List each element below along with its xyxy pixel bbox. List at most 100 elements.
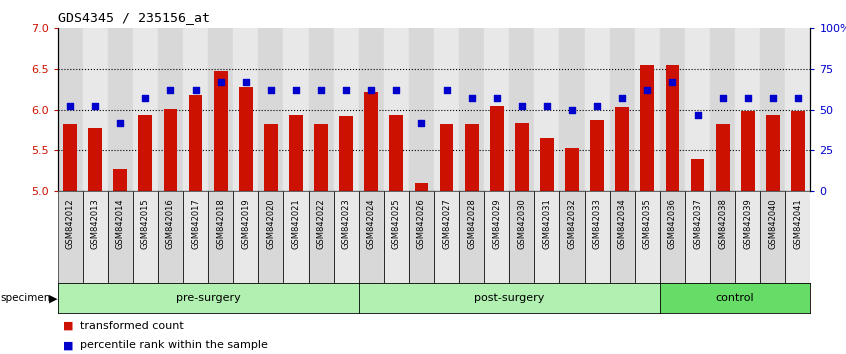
Bar xyxy=(258,191,283,283)
Bar xyxy=(365,92,378,191)
Bar xyxy=(509,28,535,191)
Bar xyxy=(459,191,484,283)
Text: GSM842013: GSM842013 xyxy=(91,199,100,249)
Bar xyxy=(233,28,258,191)
Point xyxy=(339,87,353,93)
Bar xyxy=(158,28,183,191)
Point xyxy=(88,104,102,109)
Text: GSM842017: GSM842017 xyxy=(191,199,200,249)
Point xyxy=(716,96,729,101)
Bar xyxy=(535,191,559,283)
Bar xyxy=(133,191,158,283)
Bar xyxy=(610,191,634,283)
Bar xyxy=(791,110,805,191)
Point xyxy=(666,79,679,85)
Bar xyxy=(690,159,705,191)
Bar xyxy=(484,191,509,283)
Bar xyxy=(666,65,679,191)
Bar xyxy=(685,28,710,191)
Bar xyxy=(660,28,685,191)
Text: specimen: specimen xyxy=(1,293,52,303)
Bar xyxy=(359,191,384,283)
Point xyxy=(189,87,202,93)
Bar xyxy=(685,191,710,283)
Text: GSM842012: GSM842012 xyxy=(66,199,74,249)
Bar xyxy=(183,28,208,191)
Bar xyxy=(409,191,434,283)
Bar xyxy=(333,191,359,283)
Point xyxy=(163,87,178,93)
Bar xyxy=(83,191,107,283)
Bar xyxy=(634,191,660,283)
Bar xyxy=(785,191,810,283)
Bar xyxy=(640,65,654,191)
Text: GSM842040: GSM842040 xyxy=(768,199,777,249)
Text: GSM842020: GSM842020 xyxy=(266,199,275,249)
Text: ▶: ▶ xyxy=(49,293,58,303)
Text: post-surgery: post-surgery xyxy=(474,293,545,303)
Bar xyxy=(464,124,479,191)
Bar xyxy=(158,191,183,283)
Bar xyxy=(484,191,509,283)
Bar xyxy=(88,128,102,191)
Bar xyxy=(785,191,810,283)
Text: GSM842016: GSM842016 xyxy=(166,199,175,249)
Point xyxy=(791,96,805,101)
Text: GSM842033: GSM842033 xyxy=(593,199,602,250)
Text: GSM842031: GSM842031 xyxy=(542,199,552,249)
Bar xyxy=(384,191,409,283)
Bar xyxy=(359,191,384,283)
Bar xyxy=(585,191,610,283)
Bar xyxy=(309,191,333,283)
Bar xyxy=(710,28,735,191)
Bar xyxy=(710,191,735,283)
Bar xyxy=(189,95,202,191)
Bar xyxy=(535,191,559,283)
Bar xyxy=(239,87,253,191)
Bar xyxy=(333,28,359,191)
Bar xyxy=(389,115,404,191)
Text: percentile rank within the sample: percentile rank within the sample xyxy=(80,340,268,350)
Bar xyxy=(283,191,309,283)
Text: GSM842025: GSM842025 xyxy=(392,199,401,249)
Bar xyxy=(591,120,604,191)
Text: GSM842024: GSM842024 xyxy=(367,199,376,249)
Point xyxy=(113,120,127,126)
Bar xyxy=(610,28,634,191)
Bar xyxy=(158,191,183,283)
Point xyxy=(591,104,604,109)
Bar xyxy=(515,123,529,191)
Bar xyxy=(384,28,409,191)
Bar xyxy=(107,191,133,283)
Bar xyxy=(133,28,158,191)
Bar xyxy=(107,191,133,283)
Bar xyxy=(208,191,233,283)
Text: GSM842038: GSM842038 xyxy=(718,199,727,250)
Point xyxy=(264,87,277,93)
Bar xyxy=(58,28,83,191)
Bar xyxy=(409,28,434,191)
Text: GSM842019: GSM842019 xyxy=(241,199,250,249)
Text: GSM842026: GSM842026 xyxy=(417,199,426,249)
Text: GSM842034: GSM842034 xyxy=(618,199,627,249)
Text: transformed count: transformed count xyxy=(80,321,184,331)
Bar xyxy=(761,28,785,191)
Point xyxy=(741,96,755,101)
Bar xyxy=(634,28,660,191)
Point xyxy=(464,96,478,101)
Text: GSM842041: GSM842041 xyxy=(794,199,802,249)
Point xyxy=(490,96,503,101)
Bar xyxy=(208,28,233,191)
Bar xyxy=(133,191,158,283)
Bar xyxy=(58,191,83,283)
Bar xyxy=(384,191,409,283)
Point xyxy=(214,79,228,85)
Bar xyxy=(735,191,761,283)
Bar xyxy=(710,191,735,283)
Text: GSM842018: GSM842018 xyxy=(217,199,225,249)
Point xyxy=(766,96,779,101)
Point xyxy=(239,79,252,85)
Bar xyxy=(309,191,333,283)
Bar xyxy=(183,191,208,283)
Bar xyxy=(264,124,277,191)
